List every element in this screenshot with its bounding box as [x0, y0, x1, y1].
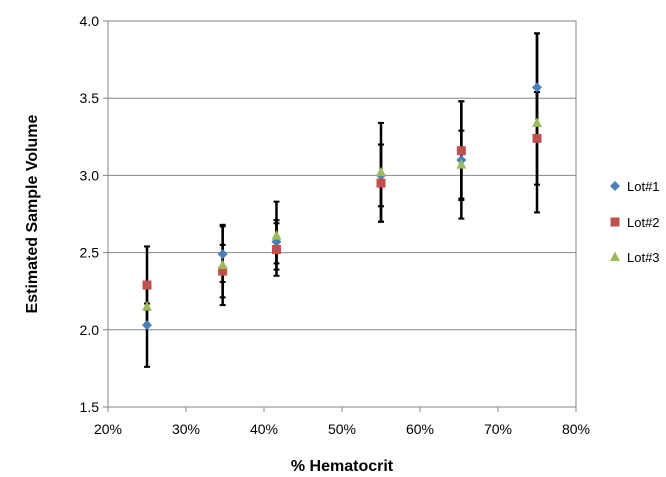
x-tick-label: 60% — [406, 421, 434, 437]
y-axis-title: Estimated Sample Volume — [24, 114, 41, 313]
data-point-series-3 — [456, 159, 467, 169]
data-point-series-2 — [271, 245, 281, 255]
data-point-series-1 — [532, 82, 542, 93]
error-bars — [144, 32, 540, 368]
x-axis: 20% 30% 40% 50% 60% 70% 80% — [94, 407, 590, 437]
legend-marker — [610, 217, 620, 227]
data-point-series-3 — [271, 230, 282, 240]
y-tick-label: 4.0 — [80, 13, 100, 29]
data-points — [142, 82, 542, 331]
data-point-series-3 — [217, 259, 228, 269]
data-point-series-2 — [376, 178, 386, 188]
y-tick-label: 3.5 — [80, 90, 100, 106]
x-tick-label: 30% — [172, 421, 200, 437]
data-point-series-1 — [217, 249, 228, 260]
data-point-series-1 — [142, 320, 152, 331]
plot-area — [107, 20, 577, 408]
y-tick-label: 2.0 — [80, 322, 100, 338]
x-tick-label: 80% — [562, 421, 590, 437]
x-tick-label: 40% — [250, 421, 278, 437]
y-axis: 1.5 2.0 2.5 3.0 3.5 4.0 — [80, 13, 108, 415]
x-tick-label: 70% — [484, 421, 512, 437]
x-tick-label: 20% — [94, 421, 122, 437]
data-point-series-3 — [142, 301, 152, 311]
y-tick-label: 1.5 — [80, 399, 100, 415]
legend-label: Lot#3 — [627, 250, 660, 265]
legend-label: Lot#1 — [627, 179, 660, 194]
data-point-series-3 — [532, 117, 542, 127]
x-tick-label: 50% — [328, 421, 356, 437]
legend-marker — [610, 181, 620, 191]
legend: Lot#1 Lot#2 Lot#3 — [610, 179, 660, 265]
x-axis-title: % Hematocrit — [291, 458, 394, 475]
data-point-series-3 — [376, 166, 386, 177]
grid — [108, 97, 576, 331]
data-point-series-2 — [218, 266, 228, 276]
y-tick-label: 2.5 — [80, 245, 100, 261]
y-tick-label: 3.0 — [80, 167, 100, 183]
data-point-series-2 — [142, 280, 152, 290]
data-point-series-2 — [456, 146, 466, 156]
legend-marker — [610, 251, 620, 261]
data-point-series-2 — [532, 133, 542, 143]
legend-label: Lot#2 — [627, 215, 660, 230]
